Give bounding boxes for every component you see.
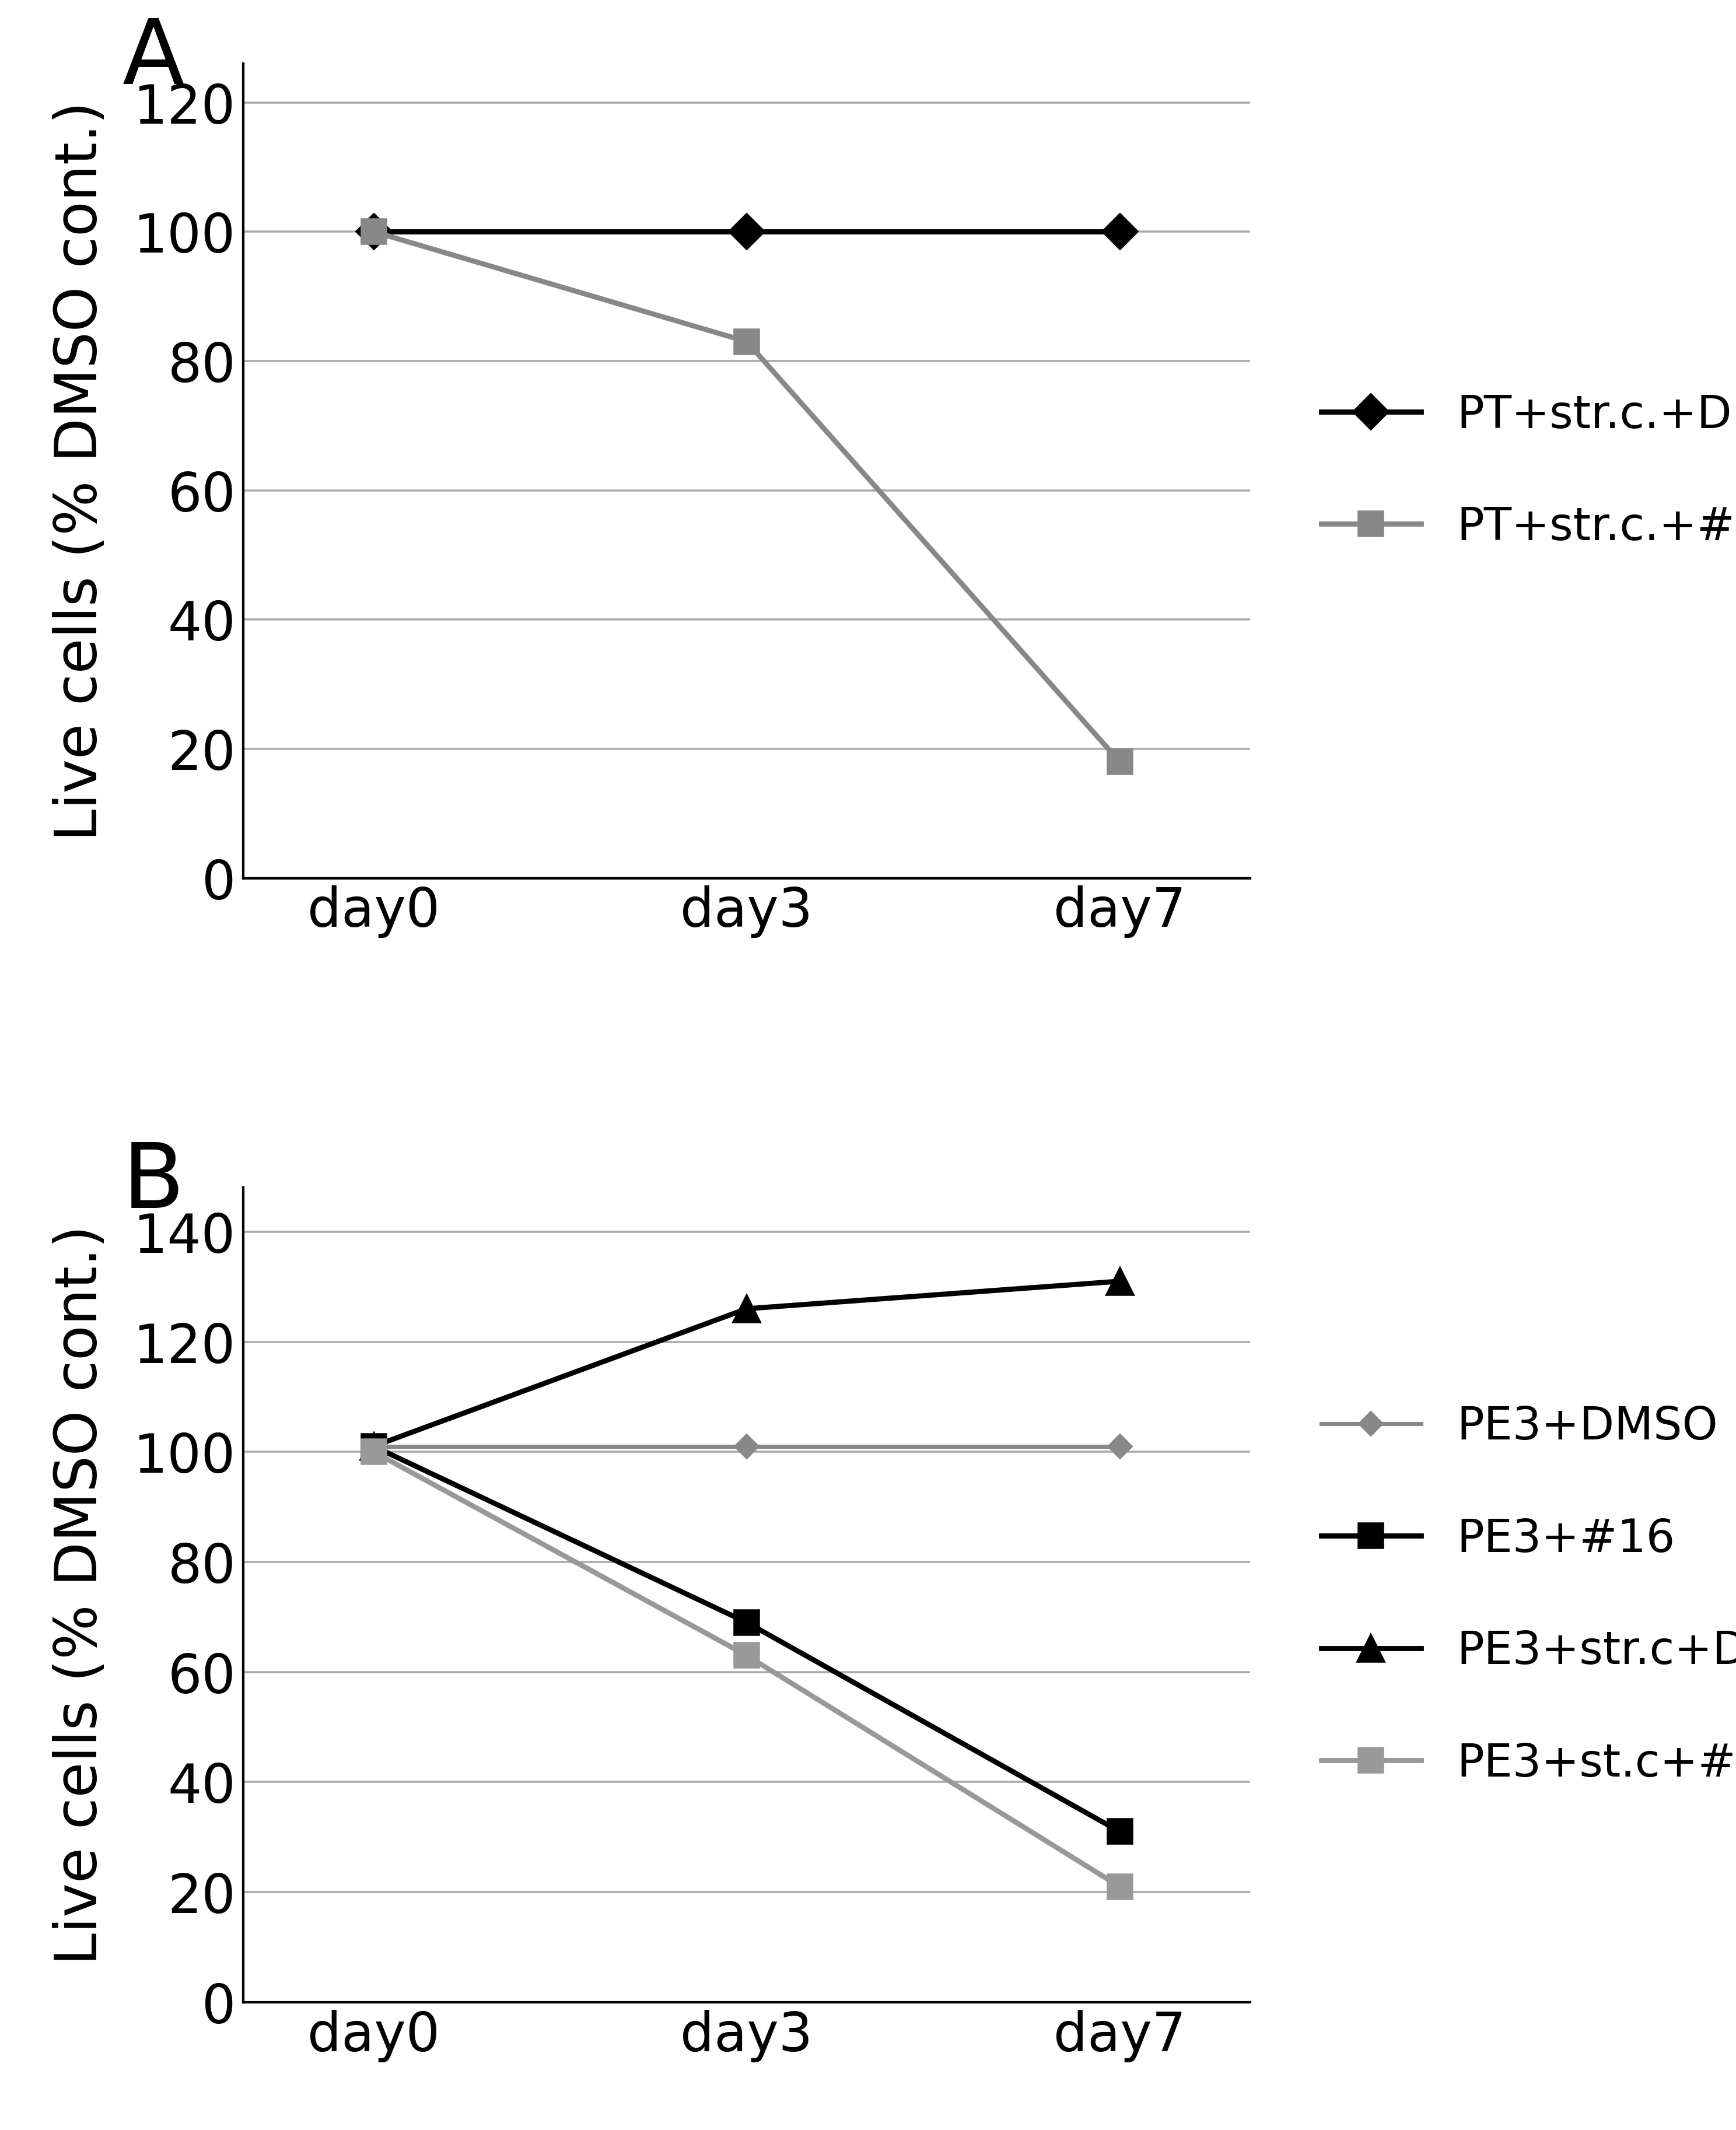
Text: B: B <box>122 1140 184 1227</box>
Text: A: A <box>122 15 184 102</box>
Legend: PT+str.c.+DMSO, PT+str.c.+#16: PT+str.c.+DMSO, PT+str.c.+#16 <box>1302 375 1736 567</box>
Y-axis label: Live cells (% DMSO cont.): Live cells (% DMSO cont.) <box>52 1225 109 1964</box>
Legend: PE3+DMSO, PE3+#16, PE3+str.c+DMSO, PE3+st.c+#16: PE3+DMSO, PE3+#16, PE3+str.c+DMSO, PE3+s… <box>1302 1387 1736 1804</box>
Y-axis label: Live cells (% DMSO cont.): Live cells (% DMSO cont.) <box>52 102 109 841</box>
